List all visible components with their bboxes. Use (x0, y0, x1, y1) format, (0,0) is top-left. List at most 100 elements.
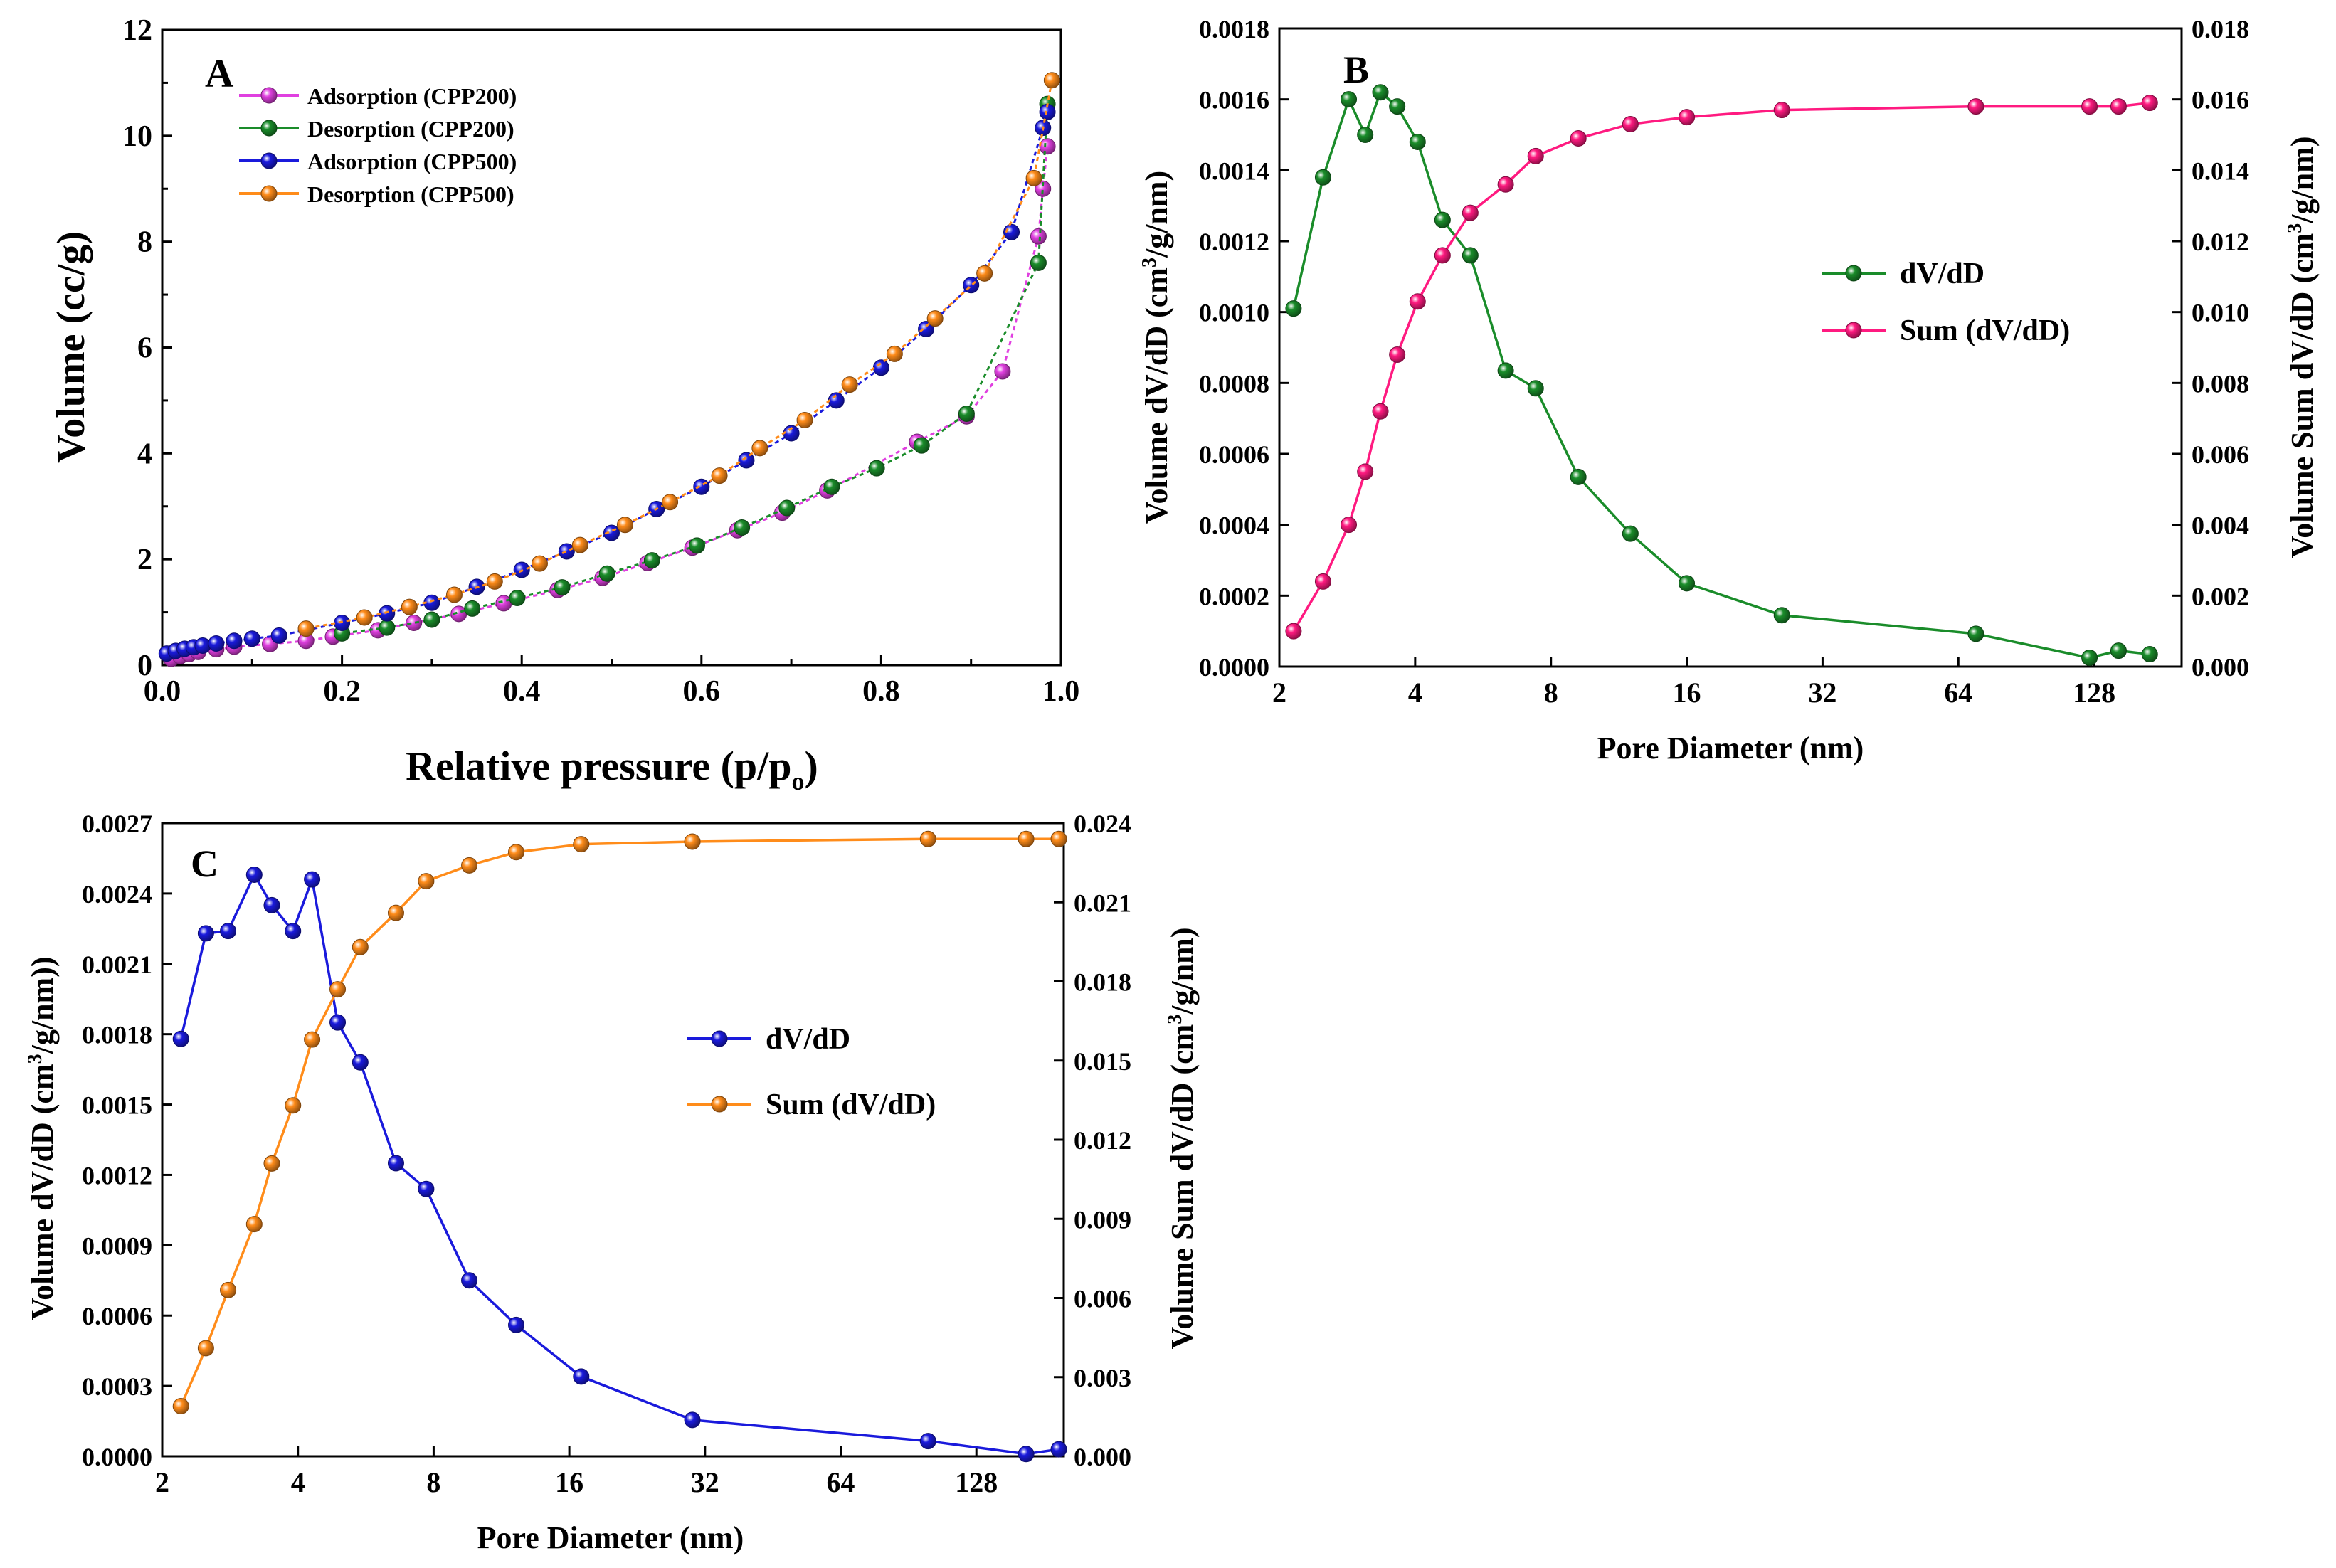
panel-a-xlabel-main: Relative pressure (p/p (406, 743, 791, 789)
data-point (194, 637, 211, 654)
data-point (1285, 300, 1302, 317)
data-point (1018, 830, 1035, 847)
legend-label: dV/dD (1900, 258, 1984, 290)
data-point (285, 923, 302, 940)
data-point (1341, 517, 1358, 534)
data-point (778, 499, 796, 517)
legend-marker (1845, 322, 1862, 339)
y-left-tick-label: 0.0000 (82, 1443, 152, 1471)
data-point (508, 1316, 525, 1333)
legend-marker (260, 185, 278, 202)
x-tick-label: 16 (555, 1466, 583, 1498)
data-point (509, 589, 526, 606)
legend-label: Desorption (CPP200) (307, 116, 514, 142)
data-point (1025, 169, 1042, 186)
panel-b-ylabel-left-sup: 3 (1138, 258, 1161, 267)
x-tick-label: 128 (955, 1466, 998, 1498)
y-right-tick-label: 0.012 (2192, 228, 2249, 256)
data-point (919, 830, 936, 847)
y-right-tick-label: 0.014 (2192, 157, 2249, 185)
data-point (172, 1398, 189, 1415)
x-tick-label: 0.4 (503, 675, 541, 708)
legend-label: Desorption (CPP500) (307, 181, 514, 207)
data-point (418, 1180, 435, 1197)
x-tick-label: 2 (155, 1466, 169, 1498)
legend-label: Sum (dV/dD) (766, 1088, 936, 1121)
x-tick-label: 1.0 (1042, 675, 1080, 708)
data-point (220, 1281, 237, 1298)
panel-b-ylabel-right: Volume Sum dV/dD (cm3/g/nm) (2284, 137, 2320, 558)
panel-b-ylabel-right-pre: Volume Sum dV/dD (cm (2285, 233, 2320, 558)
panel-c-legend: dV/dD Sum (dV/dD) (687, 1023, 936, 1121)
panel-b-ylabel-right-post: /g/nm) (2285, 137, 2320, 224)
data-point (913, 437, 930, 454)
data-point (976, 265, 993, 282)
data-point (1030, 254, 1047, 271)
data-point (531, 555, 548, 572)
legend-marker (260, 87, 278, 104)
data-point (352, 1054, 369, 1071)
x-tick-label: 32 (1808, 677, 1836, 709)
data-point (994, 363, 1011, 380)
data-point (886, 345, 903, 362)
data-point (486, 573, 503, 590)
data-point (401, 598, 418, 615)
data-point (1003, 223, 1020, 240)
data-point (2141, 646, 2158, 663)
data-point (197, 925, 214, 942)
y-left-tick-label: 0.0021 (82, 950, 152, 979)
data-point (226, 632, 243, 650)
data-point (598, 565, 615, 582)
data-point (1570, 468, 1587, 485)
panel-c-ylabel-left-pre: Volume dV/dD (cm (25, 1064, 60, 1320)
data-point (1773, 607, 1790, 624)
data-point (1035, 180, 1052, 197)
series-line-0 (179, 872, 1059, 1456)
y-right-tick-label: 0.021 (1074, 889, 1131, 917)
x-tick-label: 4 (291, 1466, 305, 1498)
data-point (1043, 72, 1060, 89)
y-left-tick-label: 0.0008 (1199, 369, 1269, 398)
panel-c-ylabel-left-post: /g/nm)) (25, 956, 60, 1054)
y-right-tick-label: 0.000 (2192, 653, 2249, 682)
panel-c-ylabel-right: Volume Sum dV/dD (cm3/g/nm) (1164, 928, 1200, 1350)
data-point (285, 1097, 302, 1114)
panel-a-xlabel-sub: o (792, 767, 805, 795)
data-point (872, 359, 889, 376)
y-left-tick-label: 0.0004 (1199, 512, 1269, 540)
panel-a-label: A (205, 52, 234, 96)
y-tick-label: 0 (137, 650, 152, 682)
data-point (1372, 84, 1389, 101)
panel-c-ylabel-right-post: /g/nm) (1165, 928, 1200, 1015)
y-right-tick-label: 0.024 (1074, 810, 1131, 838)
data-point (356, 609, 373, 626)
data-point (1314, 169, 1331, 186)
data-point (1622, 116, 1639, 133)
data-point (828, 392, 845, 409)
data-point (197, 1340, 214, 1357)
data-point (461, 1272, 478, 1289)
data-point (2081, 650, 2098, 667)
data-point (1967, 625, 1984, 642)
data-point (270, 627, 287, 644)
data-point (263, 1155, 280, 1172)
data-point (1372, 403, 1389, 420)
data-point (734, 519, 751, 536)
data-point (245, 1216, 263, 1233)
x-tick-label: 2 (1272, 677, 1286, 709)
x-tick-label: 0.0 (144, 675, 181, 708)
data-point (304, 871, 321, 888)
data-point (684, 833, 701, 850)
data-point (554, 579, 571, 596)
data-point (573, 1368, 590, 1385)
y-tick-label: 12 (122, 14, 152, 47)
y-left-tick-label: 0.0009 (82, 1231, 152, 1260)
x-tick-label: 64 (827, 1466, 855, 1498)
data-point (508, 844, 525, 861)
data-point (1570, 129, 1587, 147)
y-tick-label: 2 (137, 544, 152, 576)
data-point (751, 440, 768, 457)
data-point (1357, 127, 1374, 143)
y-right-tick-label: 0.012 (1074, 1126, 1131, 1155)
y-left-tick-label: 0.0018 (82, 1021, 152, 1049)
